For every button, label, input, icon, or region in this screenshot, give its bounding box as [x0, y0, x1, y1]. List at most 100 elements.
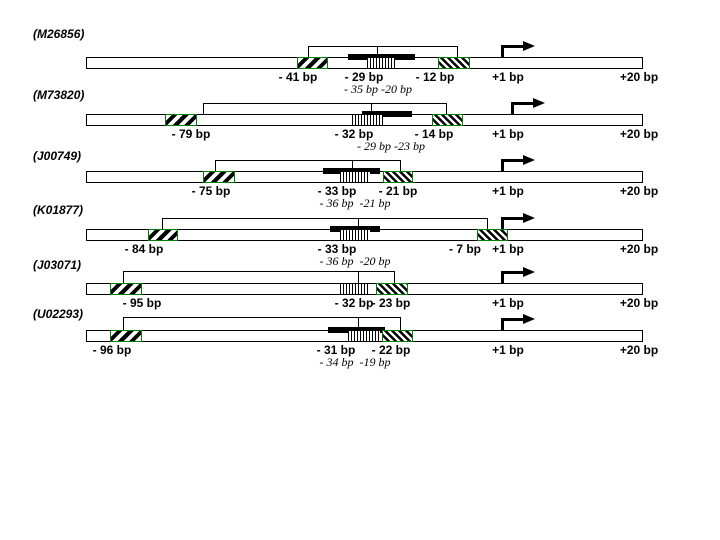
arrow-shaft	[501, 217, 523, 220]
downstream-hatched-box	[376, 283, 408, 295]
range-position-label: - 36 bp -20 bp	[319, 254, 391, 268]
end-position-label: +20 bp	[619, 296, 659, 310]
bracket-center-tick	[358, 317, 359, 327]
downstream-hatched-box	[432, 114, 463, 126]
upstream-hatched-box	[110, 330, 142, 342]
arrow-shaft	[501, 159, 523, 162]
arrow-head-icon	[523, 213, 535, 223]
upstream-position-label: - 75 bp	[191, 184, 231, 198]
downstream-hatched-box	[438, 57, 470, 69]
upstream-position-label: - 95 bp	[122, 296, 162, 310]
end-position-label: +20 bp	[619, 127, 659, 141]
downstream-hatched-box	[477, 229, 508, 241]
tss-position-label: +1 bp	[492, 242, 524, 256]
region-bracket	[203, 103, 447, 114]
tata-box	[330, 226, 380, 232]
region-bracket	[123, 317, 401, 330]
tata-box	[328, 327, 385, 333]
tata-box	[348, 54, 415, 60]
transcription-start-arrow	[501, 41, 535, 57]
arrow-riser	[501, 45, 504, 57]
arrow-head-icon	[523, 41, 535, 51]
initiator-pinstripe-box	[340, 172, 370, 182]
upstream-position-label: - 84 bp	[124, 242, 164, 256]
arrow-riser	[501, 159, 504, 171]
region-bracket	[308, 46, 458, 57]
core-position-label: - 29 bp	[344, 70, 384, 84]
upstream-hatched-box	[110, 283, 142, 295]
region-bracket	[123, 271, 395, 283]
upstream-position-label: - 41 bp	[278, 70, 318, 84]
arrow-head-icon	[523, 155, 535, 165]
end-position-label: +20 bp	[619, 343, 659, 357]
region-bracket	[215, 160, 401, 171]
transcription-start-arrow	[511, 98, 545, 114]
transcription-start-arrow	[501, 314, 535, 330]
tss-position-label: +1 bp	[492, 184, 524, 198]
core-position-label: - 33 bp	[317, 242, 357, 256]
upstream-hatched-box	[203, 171, 235, 183]
core-position-label: - 32 bp	[334, 127, 374, 141]
initiator-pinstripe-box	[352, 115, 383, 125]
end-position-label: +20 bp	[619, 242, 659, 256]
arrow-head-icon	[523, 314, 535, 324]
arrow-shaft	[501, 271, 523, 274]
accession-label: (J03071)	[33, 258, 82, 272]
downstream-hatched-box	[382, 330, 413, 342]
tss-position-label: +1 bp	[492, 296, 524, 310]
initiator-pinstripe-box	[340, 284, 368, 294]
arrow-riser	[501, 271, 504, 283]
tss-position-label: +1 bp	[492, 343, 524, 357]
bracket-center-tick	[358, 218, 359, 226]
range-position-label: - 35 bp -20 bp	[344, 82, 412, 96]
upstream-hatched-box	[148, 229, 178, 241]
transcription-start-arrow	[501, 213, 535, 229]
downstream-position-label: - 23 bp	[371, 296, 411, 310]
arrow-riser	[501, 217, 504, 229]
accession-label: (M26856)	[33, 27, 85, 41]
downstream-position-label: - 14 bp	[414, 127, 454, 141]
tata-box	[362, 111, 412, 117]
accession-label: (M73820)	[33, 88, 85, 102]
bracket-center-tick	[371, 103, 372, 111]
tss-position-label: +1 bp	[492, 70, 524, 84]
downstream-position-label: - 21 bp	[378, 184, 418, 198]
transcription-start-arrow	[501, 155, 535, 171]
range-position-label: - 34 bp -19 bp	[319, 355, 391, 369]
arrow-head-icon	[533, 98, 545, 108]
arrow-shaft	[501, 318, 523, 321]
arrow-head-icon	[523, 267, 535, 277]
downstream-hatched-box	[383, 171, 413, 183]
initiator-pinstripe-box	[367, 58, 395, 68]
core-position-label: - 31 bp	[316, 343, 356, 357]
region-bracket	[162, 218, 488, 229]
bracket-center-tick	[358, 271, 359, 283]
range-position-label: - 29 bp -23 bp	[357, 139, 425, 153]
downstream-position-label: - 7 bp	[449, 242, 481, 256]
arrow-riser	[501, 318, 504, 330]
bracket-center-tick	[377, 46, 378, 54]
upstream-hatched-box	[165, 114, 197, 126]
transcription-start-arrow	[501, 267, 535, 283]
core-position-label: - 32 bp	[334, 296, 374, 310]
core-position-label: - 33 bp	[317, 184, 357, 198]
arrow-riser	[511, 102, 514, 114]
end-position-label: +20 bp	[619, 70, 659, 84]
accession-label: (K01877)	[33, 203, 84, 217]
bracket-center-tick	[352, 160, 353, 168]
downstream-position-label: - 22 bp	[371, 343, 411, 357]
end-position-label: +20 bp	[619, 184, 659, 198]
upstream-position-label: - 79 bp	[171, 127, 211, 141]
tata-box	[323, 168, 380, 174]
upstream-hatched-box	[297, 57, 328, 69]
tss-position-label: +1 bp	[492, 127, 524, 141]
upstream-position-label: - 96 bp	[92, 343, 132, 357]
accession-label: (J00749)	[33, 149, 82, 163]
arrow-shaft	[511, 102, 533, 105]
arrow-shaft	[501, 45, 523, 48]
downstream-position-label: - 12 bp	[415, 70, 455, 84]
range-position-label: - 36 bp -21 bp	[319, 196, 391, 210]
accession-label: (U02293)	[33, 307, 84, 321]
initiator-pinstripe-box	[340, 230, 370, 240]
